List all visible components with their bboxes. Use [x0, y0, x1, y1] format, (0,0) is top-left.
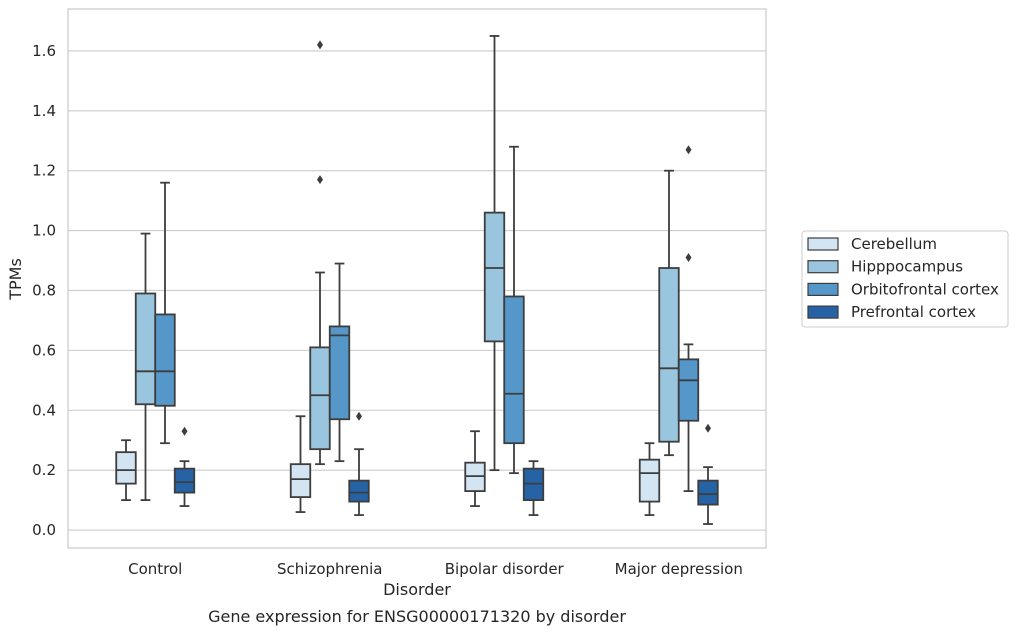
- gridlines: [68, 50, 766, 531]
- plot-frame: [67, 8, 767, 549]
- box-iqr: [289, 463, 312, 498]
- legend-frame: [801, 230, 1009, 328]
- x-tick-label: Bipolar disorder: [445, 560, 565, 578]
- box-iqr: [483, 211, 506, 343]
- box-3-0: [638, 442, 661, 516]
- legend-entry: Hipppocampus: [851, 258, 963, 276]
- legend-swatch: [807, 237, 839, 251]
- y-tick-label: 0.0: [32, 521, 56, 539]
- box-iqr: [638, 458, 661, 503]
- legend-entry: Orbitofrontal cortex: [851, 280, 999, 298]
- x-tick-label: Major depression: [615, 560, 743, 578]
- outlier-point: [356, 411, 362, 421]
- y-axis-label: TPMs: [6, 258, 25, 301]
- box-1-0: [289, 415, 312, 513]
- box-3-2: [677, 145, 700, 493]
- box-2-1: [483, 35, 506, 472]
- outlier-point: [685, 253, 692, 263]
- box-0-3: [173, 426, 196, 507]
- y-tick-label: 0.2: [32, 461, 56, 479]
- box-2-0: [464, 430, 486, 507]
- box-iqr: [503, 295, 525, 445]
- box-0-0: [115, 439, 137, 501]
- legend-swatch: [807, 282, 839, 296]
- box-0-2: [154, 181, 176, 445]
- box-iqr: [328, 325, 351, 421]
- box-iqr: [658, 267, 680, 443]
- box-0-1: [134, 232, 157, 501]
- box-iqr: [309, 346, 331, 451]
- y-tick-label: 1.2: [32, 162, 56, 180]
- legend-entry: Prefrontal cortex: [851, 303, 976, 321]
- outlier-point: [317, 40, 323, 50]
- outlier-point: [705, 423, 711, 433]
- box-iqr: [134, 292, 157, 406]
- legend-swatch: [807, 305, 839, 319]
- box-iqr: [677, 358, 700, 422]
- y-tick-label: 0.6: [32, 341, 56, 359]
- outlier-point: [181, 426, 188, 436]
- legend-swatch: [807, 260, 839, 274]
- legend: Cerebellum Hipppocampus Orbitofrontal cort…: [801, 230, 1009, 328]
- box-2-3: [522, 460, 545, 516]
- x-axis-label: Disorder: [383, 580, 451, 599]
- x-tick-label: Schizophrenia: [277, 560, 382, 578]
- box-1-2: [328, 262, 351, 463]
- x-tick-label: Control: [128, 560, 182, 578]
- y-tick-label: 1.0: [32, 222, 56, 240]
- y-tick-label: 1.6: [32, 42, 56, 60]
- y-tick-label: 0.8: [32, 281, 56, 299]
- y-tick-label: 1.4: [32, 102, 56, 120]
- box-iqr: [115, 451, 137, 485]
- y-axis-ticks: 0.0 0.2 0.4 0.6 0.8 1.0 1.2 1.4 1.6: [32, 42, 56, 539]
- box-3-1: [658, 169, 680, 457]
- box-3-3: [697, 423, 719, 525]
- box-iqr: [697, 479, 719, 506]
- chart-caption: Gene expression for ENSG00000171320 by d…: [208, 607, 626, 626]
- box-iqr: [348, 479, 370, 503]
- x-axis-ticks: Control Schizophrenia Bipolar disorder Majo…: [128, 560, 743, 578]
- box-iqr: [173, 467, 196, 494]
- outlier-point: [685, 145, 692, 155]
- boxes-layer: [115, 35, 719, 525]
- box-2-2: [503, 145, 525, 475]
- box-iqr: [154, 313, 176, 407]
- legend-entry: Cerebellum: [851, 235, 937, 253]
- y-tick-label: 0.4: [32, 401, 56, 419]
- outlier-point: [317, 175, 323, 185]
- box-1-3: [348, 411, 370, 516]
